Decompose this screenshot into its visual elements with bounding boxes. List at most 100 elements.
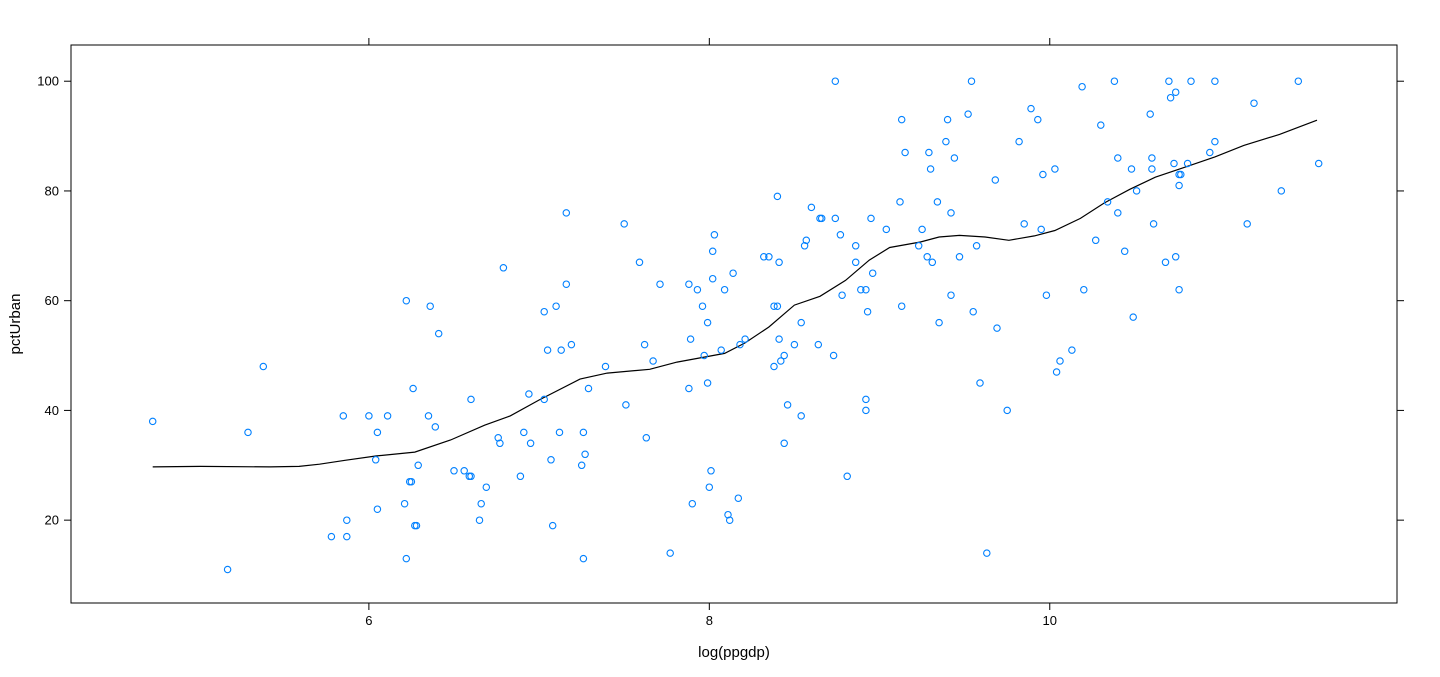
data-point xyxy=(424,412,433,420)
data-point xyxy=(851,242,860,250)
data-point xyxy=(1170,159,1178,168)
data-point xyxy=(707,467,715,475)
data-point xyxy=(540,395,548,404)
data-point xyxy=(741,335,749,343)
y-tick-label: 80 xyxy=(45,183,59,198)
data-point xyxy=(640,340,649,349)
data-point xyxy=(1039,170,1047,179)
data-point xyxy=(223,565,232,574)
data-point xyxy=(717,346,725,354)
data-point xyxy=(1243,220,1251,228)
data-point xyxy=(412,521,421,530)
data-point xyxy=(710,231,719,239)
data-point xyxy=(1146,110,1154,118)
data-point xyxy=(477,499,485,508)
data-point xyxy=(760,253,768,261)
data-point xyxy=(969,307,977,316)
data-point xyxy=(577,461,586,470)
data-point xyxy=(1211,77,1219,85)
data-point xyxy=(700,351,708,360)
data-point xyxy=(1034,115,1042,124)
data-point xyxy=(1051,165,1059,173)
data-point xyxy=(552,302,560,310)
smooth-line xyxy=(152,119,1318,468)
data-point xyxy=(705,483,714,491)
data-point xyxy=(1042,291,1051,299)
data-point xyxy=(520,428,528,437)
data-point xyxy=(836,231,845,239)
data-point xyxy=(935,318,943,327)
data-point xyxy=(976,379,984,387)
data-point xyxy=(851,258,860,267)
data-point xyxy=(914,242,923,250)
data-point xyxy=(1175,181,1183,190)
data-point xyxy=(1165,77,1173,85)
data-point xyxy=(1171,253,1180,261)
data-point xyxy=(950,154,959,162)
data-point xyxy=(259,362,268,371)
data-point xyxy=(1132,187,1141,195)
data-point xyxy=(1161,258,1170,267)
data-point xyxy=(708,247,717,256)
data-point xyxy=(1091,236,1100,245)
data-point xyxy=(1148,154,1156,162)
data-point xyxy=(964,110,972,118)
data-point xyxy=(814,340,823,349)
data-point xyxy=(365,412,373,420)
data-point xyxy=(642,434,651,442)
data-point xyxy=(426,302,434,310)
data-point xyxy=(1003,406,1011,415)
data-point xyxy=(400,499,409,508)
data-point xyxy=(725,516,734,524)
data-point xyxy=(1211,137,1219,146)
data-point xyxy=(703,318,712,327)
data-point xyxy=(1078,82,1086,91)
data-point xyxy=(797,412,805,420)
data-point xyxy=(1177,170,1185,179)
data-point xyxy=(773,192,782,201)
data-point xyxy=(843,472,851,481)
data-point xyxy=(896,198,904,206)
data-point xyxy=(862,285,870,294)
data-point xyxy=(901,148,909,157)
data-point xyxy=(1110,77,1119,85)
data-point xyxy=(581,450,589,459)
data-point xyxy=(729,269,737,277)
data-point xyxy=(736,340,744,349)
data-point xyxy=(1027,104,1035,113)
data-point xyxy=(567,340,576,349)
data-point xyxy=(1114,209,1122,217)
data-point xyxy=(770,362,778,371)
data-point xyxy=(797,318,805,327)
data-point xyxy=(1068,346,1076,354)
y-axis-label: pctUrban xyxy=(7,294,24,355)
data-point xyxy=(838,291,846,299)
data-point xyxy=(734,494,743,502)
data-point xyxy=(1114,154,1122,162)
data-point xyxy=(1250,99,1258,107)
data-point xyxy=(783,401,792,409)
data-point xyxy=(775,258,783,267)
data-point xyxy=(579,428,588,437)
data-point xyxy=(1171,88,1180,96)
data-point xyxy=(148,417,157,426)
y-tick-label: 20 xyxy=(45,513,59,528)
data-point xyxy=(685,280,693,288)
data-point xyxy=(991,176,1000,184)
data-point xyxy=(1080,285,1088,294)
data-point xyxy=(897,115,906,124)
data-point xyxy=(703,379,712,387)
data-point xyxy=(499,264,508,272)
data-point xyxy=(1056,357,1064,365)
data-point xyxy=(817,214,826,223)
data-point xyxy=(720,285,729,294)
data-point xyxy=(482,483,491,491)
data-point xyxy=(383,412,392,420)
data-point xyxy=(1127,165,1136,173)
data-point xyxy=(947,209,955,217)
data-point xyxy=(882,225,891,234)
data-point xyxy=(708,274,717,283)
data-point xyxy=(918,225,926,234)
data-point xyxy=(1103,198,1112,206)
